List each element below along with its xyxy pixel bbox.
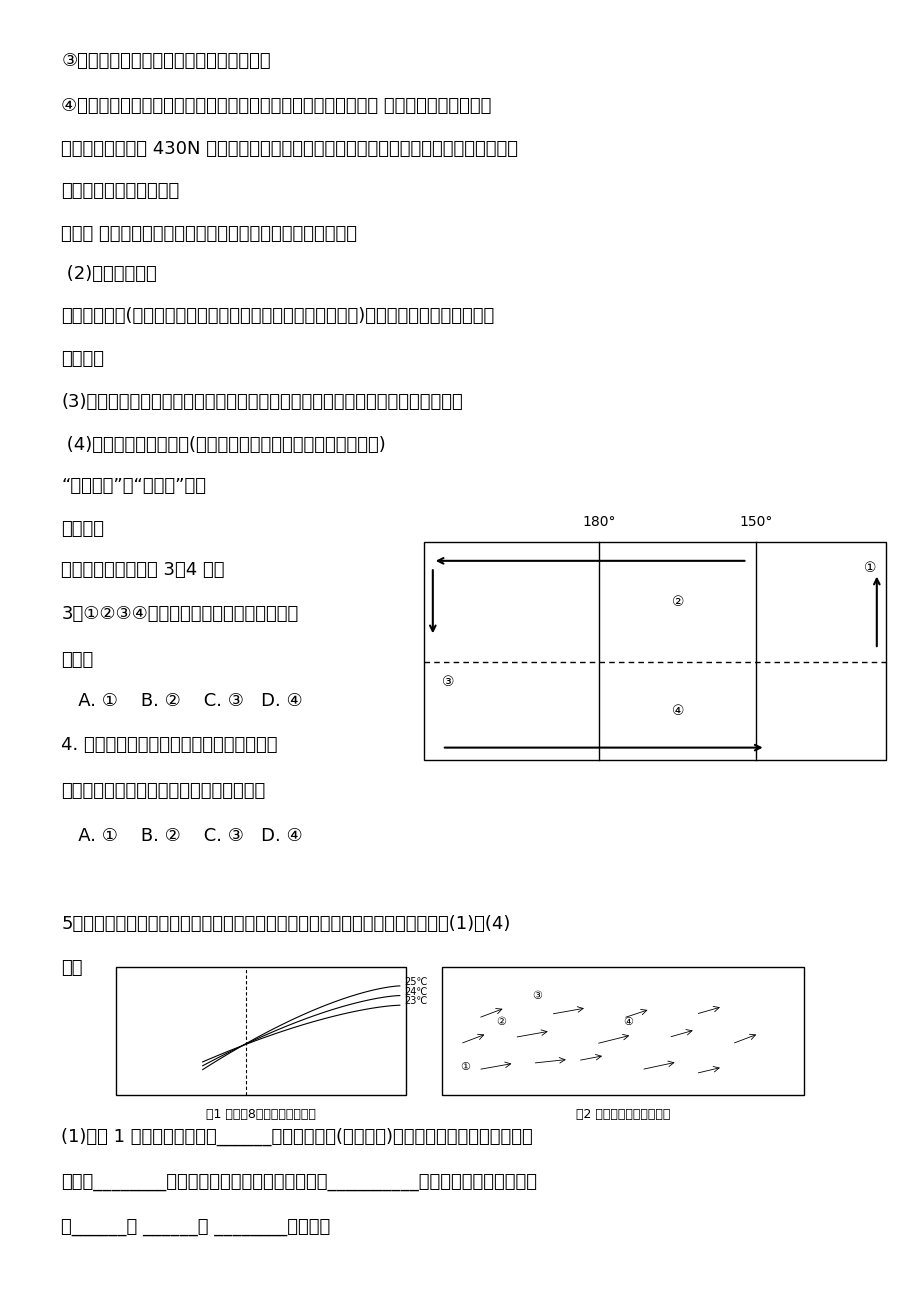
Text: 3、①②③④四个海域中，有世界著名渔场分: 3、①②③④四个海域中，有世界著名渔场分 <box>62 604 299 622</box>
Bar <box>441 966 803 1095</box>
Text: ②: ② <box>495 1017 505 1026</box>
Text: ①: ① <box>460 1061 470 1072</box>
Text: 区水温________。按照寒、暖流的分类，该洋流是__________流，它对沿岘气候能够起: 区水温________。按照寒、暖流的分类，该洋流是__________流，它对… <box>62 1173 537 1191</box>
Text: (1)读图 1 判断，该海域位于______半球；该洋流(虚线所示)流经海区水温比同纬度附近海: (1)读图 1 判断，该海域位于______半球；该洋流(虚线所示)流经海区水温… <box>62 1128 532 1146</box>
Text: 流有关。: 流有关。 <box>62 349 104 367</box>
Text: ②: ② <box>671 595 684 609</box>
Text: (3)、影响航海：顺流快，逆流慢；寒暖流相遇，往往形成海雾，对海上航行不利。: (3)、影响航海：顺流快，逆流慢；寒暖流相遇，往往形成海雾，对海上航行不利。 <box>62 393 462 411</box>
Text: (4)对海洋污染物的影响(有利于污染物的扩散，但污染范围扩大): (4)对海洋污染物的影响(有利于污染物的扩散，但污染范围扩大) <box>62 436 386 454</box>
Text: ④: ④ <box>622 1017 632 1026</box>
Text: ③南北半球沙漠气候的形成与寒流的关系。: ③南北半球沙漠气候的形成与寒流的关系。 <box>62 52 270 70</box>
Text: ③: ③ <box>441 674 454 689</box>
Text: 读洋流模式图，回答 3～4 题。: 读洋流模式图，回答 3～4 题。 <box>62 561 224 579</box>
Bar <box>116 966 405 1095</box>
Text: ④: ④ <box>671 704 684 719</box>
Text: 5、洋流是大规模流动的海洋水体，它对全球的热量平衡起着重要作用。读图回答(1)～(4): 5、洋流是大规模流动的海洋水体，它对全球的热量平衡起着重要作用。读图回答(1)～… <box>62 915 510 934</box>
Text: 识记四大渔场(纽芬兰渔场，北海道渔场，北海渔场，秘鲁渔场)的位置，并掌握各与哪些洋: 识记四大渔场(纽芬兰渔场，北海道渔场，北海渔场，秘鲁渔场)的位置，并掌握各与哪些… <box>62 307 494 326</box>
Text: 180°: 180° <box>582 514 616 529</box>
Text: 错误！ 未找到引用源。秘鲁寒流与南美大陆西岘气候的形成等: 错误！ 未找到引用源。秘鲁寒流与南美大陆西岘气候的形成等 <box>62 225 357 242</box>
Text: 23℃: 23℃ <box>404 996 427 1006</box>
Text: 150°: 150° <box>739 514 772 529</box>
Text: 到______、 ______、 ________的作用。: 到______、 ______、 ________的作用。 <box>62 1217 330 1236</box>
Text: A. ①    B. ②    C. ③   D. ④: A. ① B. ② C. ③ D. ④ <box>62 828 302 845</box>
Text: (2)影响海洋生物: (2)影响海洋生物 <box>62 264 157 283</box>
Text: 25℃: 25℃ <box>404 976 427 987</box>
Text: 图1 某海域8月表层水温分布图: 图1 某海域8月表层水温分布图 <box>206 1108 315 1121</box>
Text: 图2 北印度洋夏季风示意图: 图2 北印度洋夏季风示意图 <box>575 1108 670 1121</box>
Text: 变干，导致农业减产的区域所濮临的海域是: 变干，导致农业减产的区域所濮临的海域是 <box>62 783 266 801</box>
Text: 4. 厄尔尼诺现象发生时，因降水减少，气候: 4. 厄尔尼诺现象发生时，因降水减少，气候 <box>62 736 278 754</box>
Text: 布的是: 布的是 <box>62 651 94 669</box>
Text: 题。: 题。 <box>62 958 83 976</box>
Text: A. ①    B. ②    C. ③   D. ④: A. ① B. ② C. ③ D. ④ <box>62 693 302 710</box>
Text: ①: ① <box>863 561 876 574</box>
Bar <box>424 542 885 760</box>
Text: 迪沃斯托克港位于 430N 附近，却有长达近半年的结冰期，这主要是分别受到北大西洋暖流: 迪沃斯托克港位于 430N 附近，却有长达近半年的结冰期，这主要是分别受到北大西… <box>62 139 517 158</box>
Text: 和千岛寒流的影响所致。: 和千岛寒流的影响所致。 <box>62 182 179 201</box>
Text: ④信罗斯北冰洋沿岘的摩尔曼斯克港位于北极圈以内，却终年不冻 而其太平洋沿岘的符拉: ④信罗斯北冰洋沿岘的摩尔曼斯克港位于北极圈以内，却终年不冻 而其太平洋沿岘的符拉 <box>62 98 491 115</box>
Text: “厄尔尼诺”与“拉尼娜”现象: “厄尔尼诺”与“拉尼娜”现象 <box>62 477 206 495</box>
Text: 针对训练: 针对训练 <box>62 519 104 538</box>
Text: 24℃: 24℃ <box>404 987 427 997</box>
Text: ③: ③ <box>532 991 542 1001</box>
